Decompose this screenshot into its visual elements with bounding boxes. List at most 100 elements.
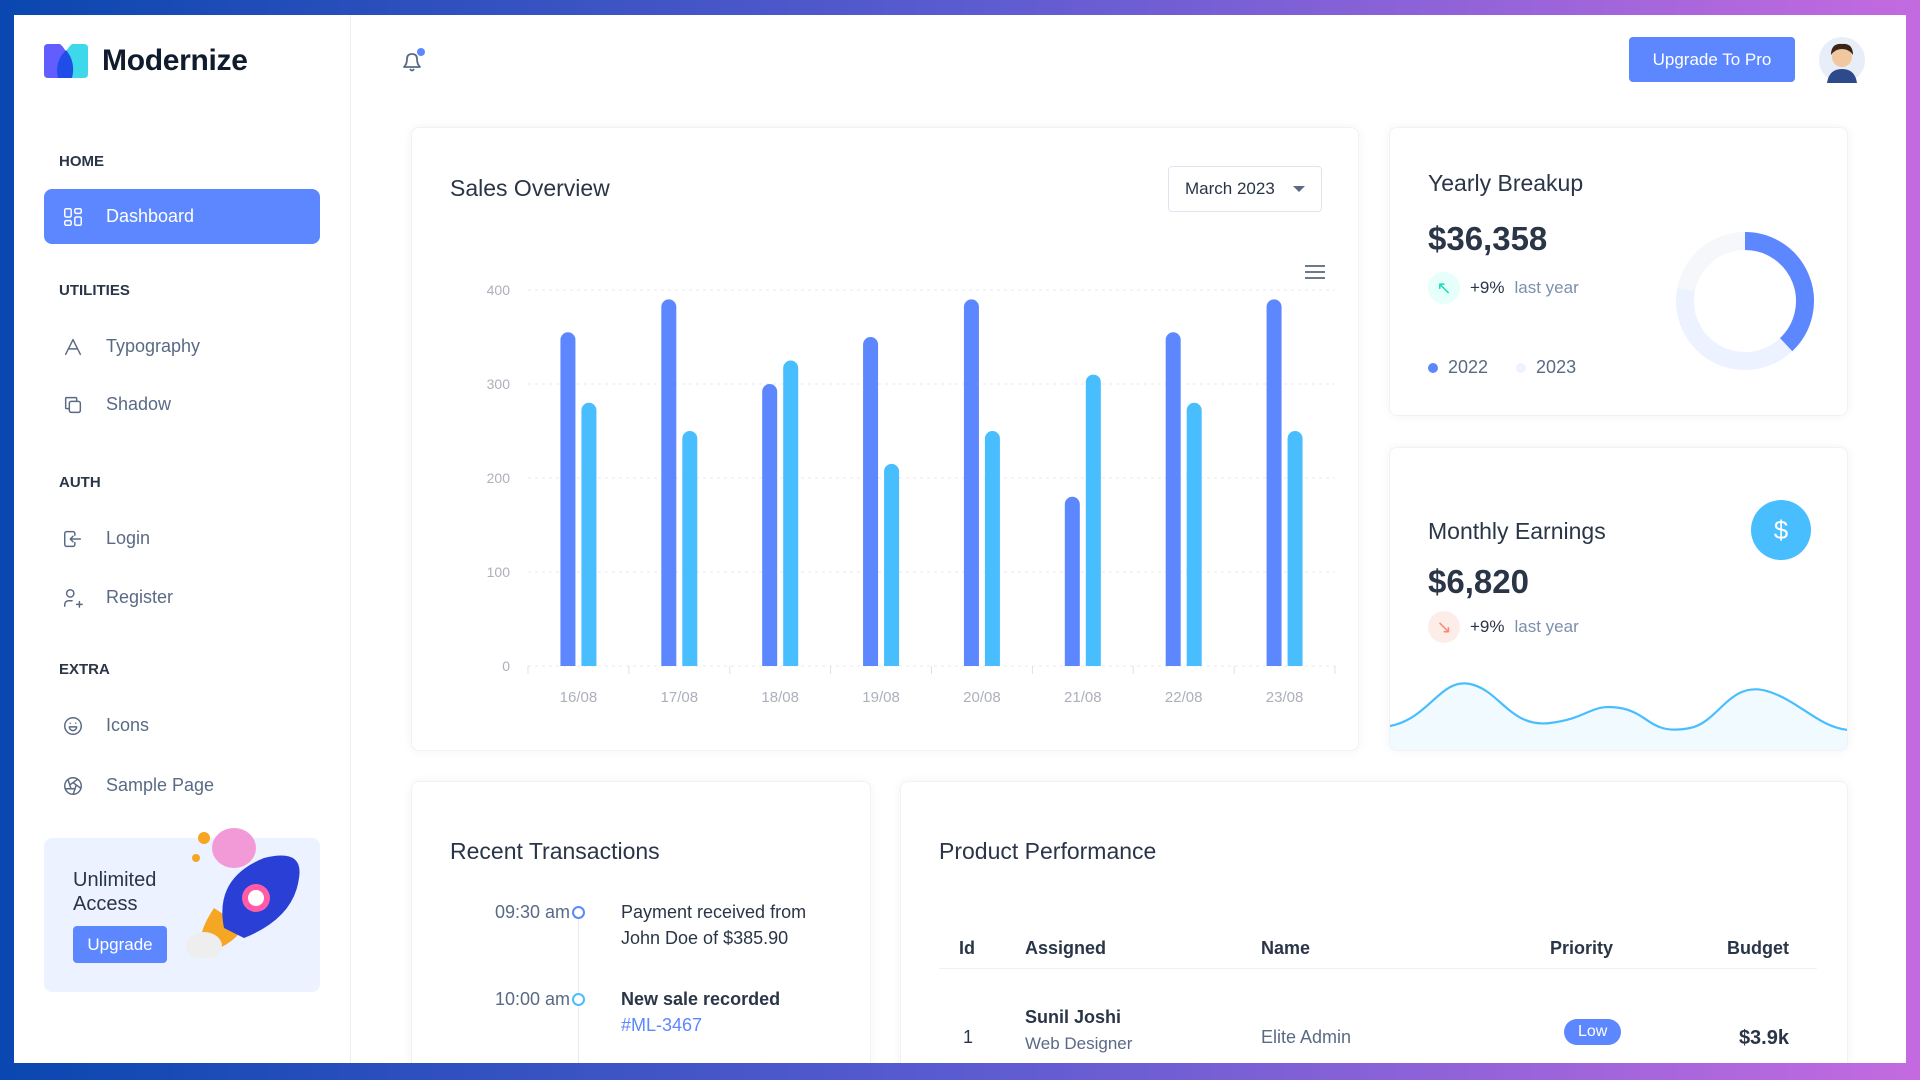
column-header-id: Id	[959, 938, 975, 958]
yearly-amount: $36,358	[1428, 220, 1548, 257]
bell-icon[interactable]	[398, 46, 428, 76]
sales-overview-card: Sales Overview March 2023 0 100 200 300 400 1…	[411, 127, 1359, 751]
bar-series-1[interactable]	[1266, 299, 1282, 666]
bar-series-2[interactable]	[581, 402, 597, 666]
layout-dashboard-icon	[64, 207, 82, 226]
monthly-amount: $6,820	[1428, 563, 1529, 600]
bar-series-2[interactable]	[1287, 431, 1303, 666]
change-label: last year	[1514, 617, 1579, 636]
promo-title-block: Unlimited Access	[73, 868, 156, 916]
promo-title: Unlimited	[73, 869, 157, 891]
card-title: Product Performance	[939, 838, 1157, 864]
upgrade-button[interactable]: Upgrade	[73, 926, 167, 963]
column-header-budget: Budget	[1727, 938, 1789, 958]
column-header-assigned: Assigned	[1025, 938, 1107, 958]
donut-segment[interactable]	[1744, 232, 1814, 352]
donut-legend: 2022 2023	[1428, 357, 1576, 378]
card-title: Monthly Earnings	[1428, 518, 1606, 544]
bar-series-2[interactable]	[1186, 402, 1202, 666]
y-tick-label: 100	[487, 564, 511, 580]
column-header-name: Name	[1261, 938, 1311, 958]
bar-series-1[interactable]	[963, 299, 979, 666]
bar-series-2[interactable]	[682, 431, 698, 666]
sidebar-item-sample-page[interactable]: Sample Page	[44, 758, 320, 813]
month-select[interactable]: March 2023	[1168, 166, 1322, 212]
budget-value: $3.9k	[1738, 1027, 1789, 1049]
sidebar-item-register[interactable]: Register	[44, 570, 320, 625]
donut-segment[interactable]	[1676, 288, 1793, 370]
y-tick-label: 0	[502, 658, 510, 674]
legend-label: 2022	[1448, 357, 1489, 377]
bar-series-1[interactable]	[863, 337, 879, 666]
change-value: +9%	[1470, 278, 1505, 297]
bar-series-1[interactable]	[762, 384, 778, 666]
bar-series-1[interactable]	[1165, 332, 1181, 666]
user-plus-icon	[64, 588, 83, 608]
sidebar-item-label: Typography	[106, 336, 201, 356]
logo-icon	[44, 44, 88, 78]
x-tick-label: 22/08	[1165, 689, 1203, 706]
sidebar-item-login[interactable]: Login	[44, 511, 320, 566]
bar-series-1[interactable]	[1064, 496, 1080, 666]
yearly-change: ↖ +9% last year	[1428, 272, 1579, 304]
y-tick-label: 400	[487, 282, 511, 298]
y-tick-label: 300	[487, 376, 511, 392]
transaction-item: 09:30 am Payment received from John Doe of…	[412, 902, 872, 972]
sidebar-item-label: Dashboard	[106, 206, 195, 226]
sidebar-item-typography[interactable]: Typography	[44, 319, 320, 374]
promo-title-2: Access	[73, 893, 138, 915]
sidebar-item-label: Icons	[106, 715, 150, 735]
bar-series-1[interactable]	[661, 299, 677, 666]
transaction-text-2: John Doe of $385.90	[621, 928, 789, 948]
x-tick-label: 16/08	[560, 689, 598, 706]
arrow-down-right-icon: ↘	[1428, 611, 1460, 643]
login-icon	[64, 530, 82, 547]
transaction-item: 10:00 am New sale recorded #ML-3467	[412, 989, 872, 1059]
legend-2022: 2022	[1428, 357, 1488, 378]
legend-dot	[1428, 363, 1438, 373]
column-header-priority: Priority	[1550, 938, 1614, 958]
sales-bar-chart: 0 100 200 300 400 16/08 17/08 18/08 19/08 20/08 21…	[487, 265, 1336, 706]
x-tick-label: 17/08	[661, 689, 699, 706]
timeline-line	[578, 916, 579, 1063]
logo[interactable]: Modernize	[44, 44, 248, 78]
upgrade-to-pro-button[interactable]: Upgrade To Pro	[1629, 37, 1795, 82]
monthly-change: ↘ +9% last year	[1428, 611, 1579, 643]
chart-menu-icon[interactable]	[1305, 265, 1325, 279]
monthly-earnings-card: Monthly Earnings $ $6,820 ↘ +9% last yea…	[1389, 447, 1848, 751]
sidebar-item-dashboard[interactable]: Dashboard	[44, 189, 320, 244]
sidebar-item-label: Shadow	[106, 394, 172, 414]
assignee-name: Sunil Joshi	[1025, 1007, 1122, 1027]
bar-series-2[interactable]	[884, 463, 900, 666]
sidebar: Modernize HOME Dashboard UTILITIES Typograp…	[14, 15, 351, 1063]
yearly-donut-chart	[1676, 232, 1814, 370]
sidebar-item-icons[interactable]: Icons	[44, 698, 320, 753]
transaction-time: 09:30 am	[494, 902, 570, 922]
dollar-icon[interactable]: $	[1751, 500, 1811, 560]
change-label: last year	[1514, 278, 1579, 297]
bar-series-2[interactable]	[1085, 374, 1101, 666]
sidebar-item-shadow[interactable]: Shadow	[44, 377, 320, 432]
bar-series-2[interactable]	[984, 431, 1000, 666]
nav-section-title: AUTH	[59, 474, 101, 491]
priority-badge: Low	[1564, 1019, 1622, 1045]
x-tick-label: 23/08	[1266, 689, 1304, 706]
card-title: Sales Overview	[450, 175, 610, 201]
transaction-time: 10:00 am	[494, 989, 570, 1009]
table-divider	[939, 968, 1817, 969]
donut-segment[interactable]	[1677, 232, 1746, 292]
bar-series-2[interactable]	[783, 360, 799, 667]
y-tick-label: 200	[487, 470, 511, 486]
x-tick-label: 20/08	[963, 689, 1001, 706]
x-tick-label: 21/08	[1064, 689, 1102, 706]
sidebar-item-label: Login	[106, 528, 151, 548]
transaction-link[interactable]: #ML-3467	[621, 1015, 703, 1035]
bar-series-1[interactable]	[560, 332, 576, 666]
sidebar-item-label: Sample Page	[106, 775, 215, 795]
user-avatar[interactable]	[1819, 37, 1865, 83]
legend-dot	[1516, 363, 1527, 373]
x-tick-label: 18/08	[761, 689, 799, 706]
nav-section-title: HOME	[59, 153, 104, 170]
transaction-text: New sale recorded	[621, 989, 781, 1009]
x-tick-label: 19/08	[862, 689, 900, 706]
